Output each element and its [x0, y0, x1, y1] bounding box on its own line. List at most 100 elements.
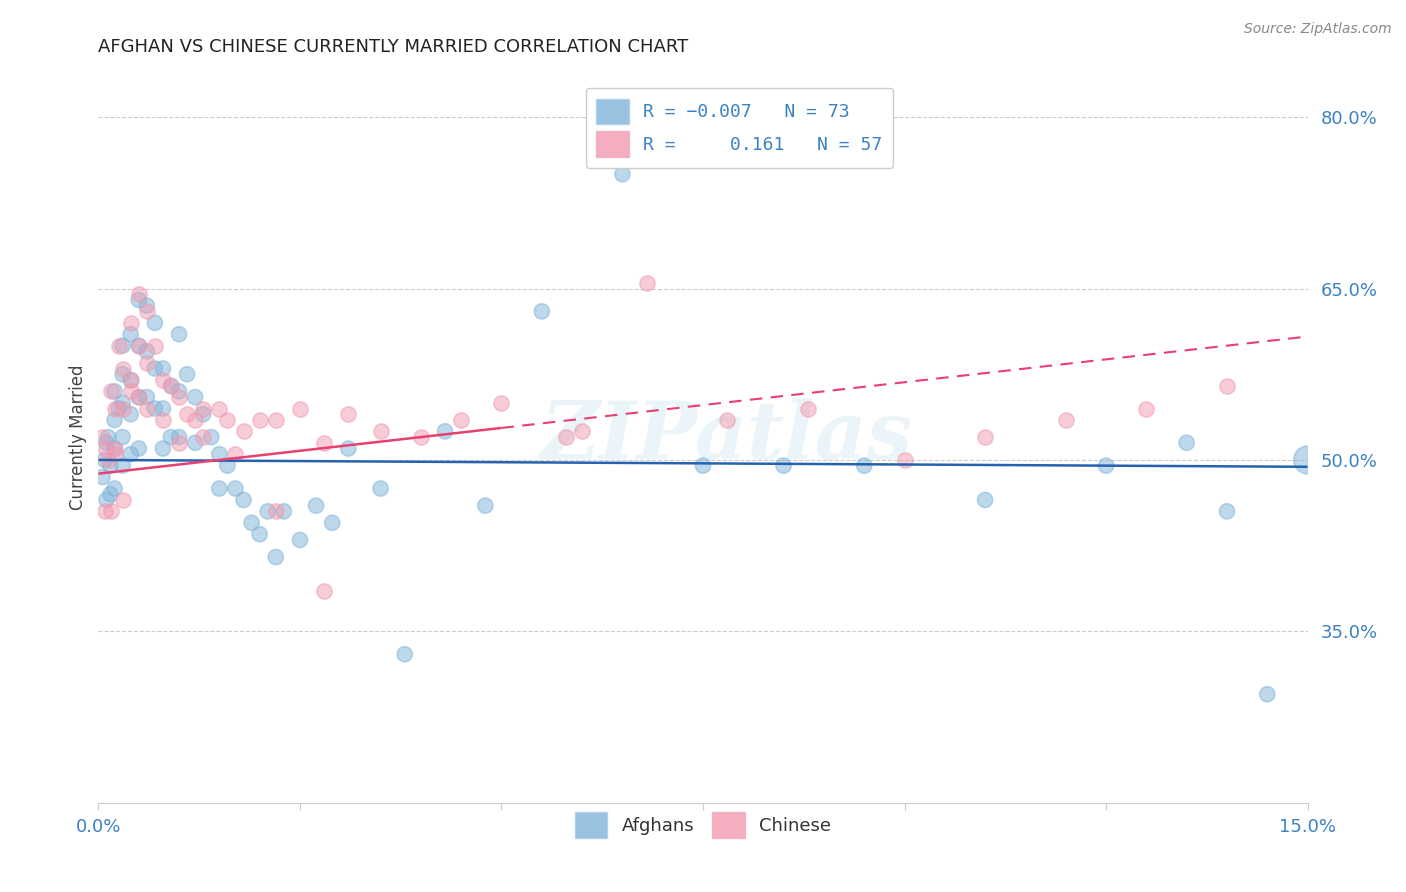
Point	[103, 442, 125, 456]
Point	[217, 458, 239, 473]
Point	[143, 361, 166, 376]
Point	[337, 442, 360, 456]
Point	[107, 401, 129, 416]
Point	[128, 287, 150, 301]
Point	[94, 504, 117, 518]
Point	[692, 458, 714, 473]
Point	[1135, 401, 1157, 416]
Point	[176, 368, 198, 382]
Point	[184, 390, 207, 404]
Point	[208, 401, 231, 416]
Point	[111, 396, 134, 410]
Point	[128, 338, 150, 352]
Point	[193, 430, 215, 444]
Point	[135, 299, 157, 313]
Point	[249, 527, 271, 541]
Point	[143, 316, 166, 330]
Point	[94, 453, 117, 467]
Point	[772, 458, 794, 473]
Y-axis label: Currently Married: Currently Married	[69, 364, 87, 510]
Text: Source: ZipAtlas.com: Source: ZipAtlas.com	[1244, 22, 1392, 37]
Point	[571, 425, 593, 439]
Point	[107, 338, 129, 352]
Point	[160, 378, 183, 392]
Point	[1216, 504, 1239, 518]
Point	[1095, 458, 1118, 473]
Point	[217, 413, 239, 427]
Point	[103, 442, 125, 456]
Point	[853, 458, 876, 473]
Point	[321, 516, 343, 530]
Point	[120, 373, 142, 387]
Point	[176, 407, 198, 421]
Point	[232, 425, 254, 439]
Point	[100, 487, 122, 501]
Point	[152, 361, 174, 376]
Point	[143, 338, 166, 352]
Point	[152, 442, 174, 456]
Point	[273, 504, 295, 518]
Point	[152, 401, 174, 416]
Point	[111, 368, 134, 382]
Point	[128, 293, 150, 307]
Point	[240, 516, 263, 530]
Point	[135, 344, 157, 359]
Point	[1296, 453, 1319, 467]
Point	[103, 447, 125, 461]
Point	[167, 435, 190, 450]
Point	[974, 492, 997, 507]
Point	[474, 499, 496, 513]
Point	[264, 504, 287, 518]
Point	[97, 430, 120, 444]
Point	[120, 384, 142, 399]
Point	[120, 316, 142, 330]
Point	[135, 304, 157, 318]
Point	[193, 407, 215, 421]
Point	[167, 327, 190, 342]
Point	[208, 447, 231, 461]
Point	[893, 453, 915, 467]
Point	[120, 447, 142, 461]
Point	[103, 482, 125, 496]
Point	[409, 430, 432, 444]
Point	[128, 390, 150, 404]
Point	[96, 492, 118, 507]
Point	[208, 482, 231, 496]
Point	[305, 499, 328, 513]
Point	[167, 390, 190, 404]
Point	[1175, 435, 1198, 450]
Point	[1216, 378, 1239, 392]
Point	[716, 413, 738, 427]
Point	[135, 356, 157, 370]
Point	[256, 504, 278, 518]
Point	[143, 401, 166, 416]
Point	[337, 407, 360, 421]
Point	[128, 390, 150, 404]
Point	[135, 390, 157, 404]
Point	[111, 430, 134, 444]
Point	[450, 413, 472, 427]
Point	[314, 584, 336, 599]
Point	[120, 373, 142, 387]
Point	[555, 430, 578, 444]
Point	[100, 458, 122, 473]
Point	[100, 384, 122, 399]
Point	[636, 276, 658, 290]
Point	[394, 647, 416, 661]
Point	[167, 430, 190, 444]
Point	[370, 425, 392, 439]
Point	[96, 442, 118, 456]
Point	[288, 401, 311, 416]
Text: ZIPatlas: ZIPatlas	[541, 399, 914, 475]
Point	[167, 384, 190, 399]
Point	[128, 442, 150, 456]
Point	[530, 304, 553, 318]
Text: AFGHAN VS CHINESE CURRENTLY MARRIED CORRELATION CHART: AFGHAN VS CHINESE CURRENTLY MARRIED CORR…	[98, 38, 689, 56]
Point	[120, 407, 142, 421]
Legend: Afghans, Chinese: Afghans, Chinese	[568, 805, 838, 845]
Point	[91, 470, 114, 484]
Point	[232, 492, 254, 507]
Point	[249, 413, 271, 427]
Point	[184, 435, 207, 450]
Point	[111, 458, 134, 473]
